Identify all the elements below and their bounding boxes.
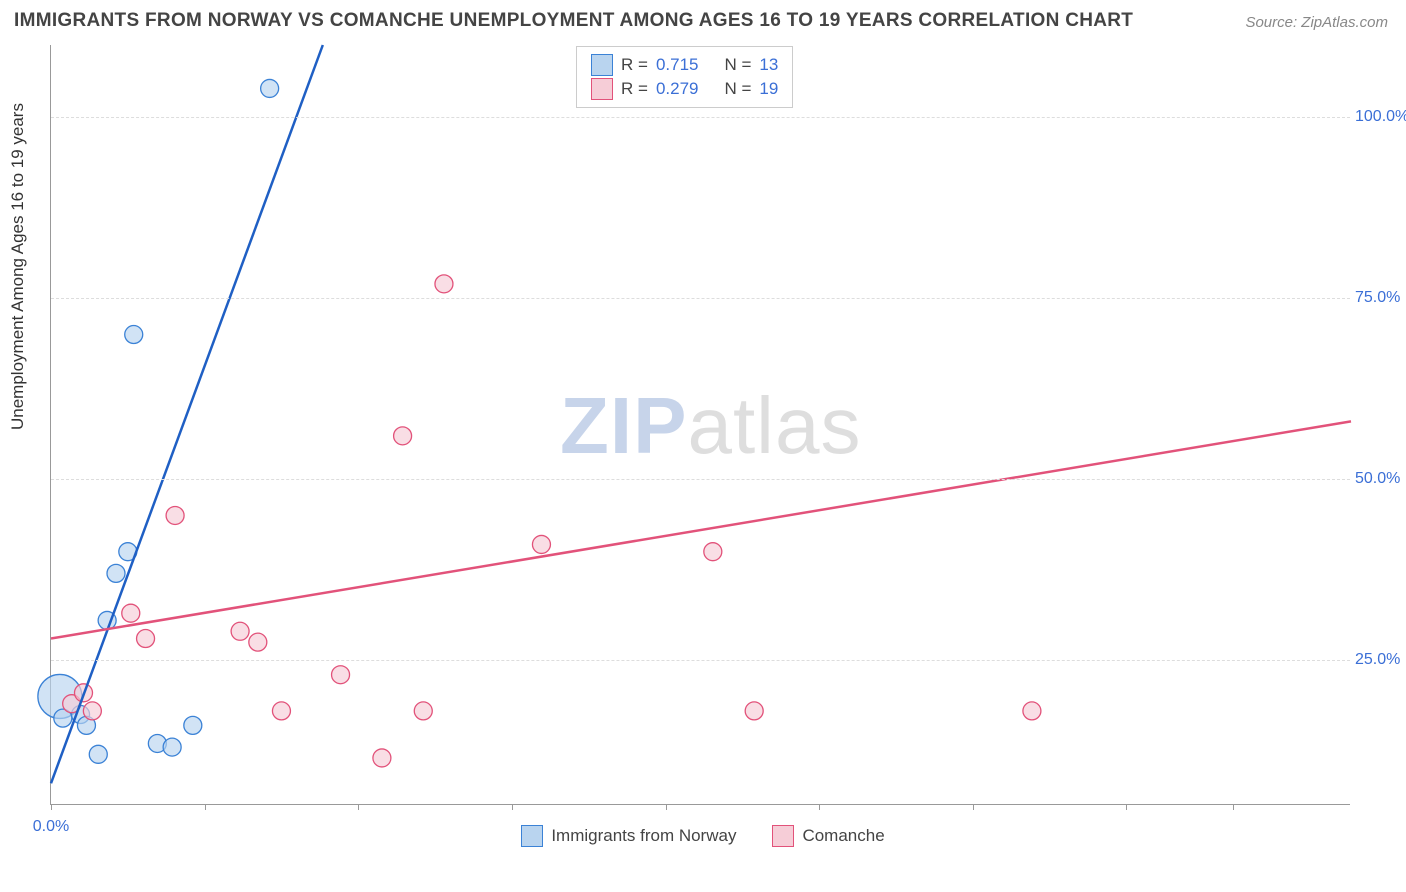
legend-n-value: 19 bbox=[759, 77, 778, 101]
chart-container: IMMIGRANTS FROM NORWAY VS COMANCHE UNEMP… bbox=[0, 0, 1406, 892]
legend-r-value: 0.715 bbox=[656, 53, 699, 77]
legend-stats: R = 0.715 N = 13 R = 0.279 N = 19 bbox=[576, 46, 793, 108]
y-tick-label: 100.0% bbox=[1355, 108, 1406, 126]
gridline bbox=[51, 479, 1350, 480]
data-point bbox=[89, 745, 107, 763]
trend-line bbox=[51, 421, 1351, 638]
data-point bbox=[532, 535, 550, 553]
gridline bbox=[51, 298, 1350, 299]
x-tick bbox=[358, 804, 359, 810]
data-point bbox=[373, 749, 391, 767]
legend-swatch bbox=[591, 78, 613, 100]
data-point bbox=[137, 630, 155, 648]
legend-swatch bbox=[772, 825, 794, 847]
legend-swatch bbox=[521, 825, 543, 847]
legend-n-label: N = bbox=[724, 77, 751, 101]
y-axis-label: Unemployment Among Ages 16 to 19 years bbox=[8, 103, 28, 430]
y-tick-label: 25.0% bbox=[1355, 651, 1406, 669]
legend-stat-row: R = 0.279 N = 19 bbox=[591, 77, 778, 101]
data-point bbox=[249, 633, 267, 651]
data-point bbox=[1023, 702, 1041, 720]
data-point bbox=[184, 716, 202, 734]
legend-n-value: 13 bbox=[759, 53, 778, 77]
data-point bbox=[704, 543, 722, 561]
legend-r-value: 0.279 bbox=[656, 77, 699, 101]
legend-series-label: Immigrants from Norway bbox=[551, 826, 736, 846]
gridline bbox=[51, 660, 1350, 661]
legend-stat-row: R = 0.715 N = 13 bbox=[591, 53, 778, 77]
legend-r-label: R = bbox=[621, 53, 648, 77]
data-point bbox=[394, 427, 412, 445]
data-point bbox=[122, 604, 140, 622]
legend-series-item: Comanche bbox=[772, 825, 884, 847]
data-point bbox=[83, 702, 101, 720]
gridline bbox=[51, 117, 1350, 118]
data-point bbox=[107, 564, 125, 582]
x-tick bbox=[666, 804, 667, 810]
legend-series-item: Immigrants from Norway bbox=[521, 825, 736, 847]
data-point bbox=[261, 79, 279, 97]
data-point bbox=[745, 702, 763, 720]
x-tick bbox=[1233, 804, 1234, 810]
data-point bbox=[166, 506, 184, 524]
plot-svg bbox=[51, 45, 1350, 804]
y-tick-label: 50.0% bbox=[1355, 470, 1406, 488]
y-tick-label: 75.0% bbox=[1355, 289, 1406, 307]
legend-series-label: Comanche bbox=[802, 826, 884, 846]
data-point bbox=[125, 326, 143, 344]
plot-area: 25.0%50.0%75.0%100.0%0.0% bbox=[50, 45, 1350, 805]
legend-swatch bbox=[591, 54, 613, 76]
trend-line bbox=[51, 45, 323, 783]
data-point bbox=[332, 666, 350, 684]
x-tick bbox=[512, 804, 513, 810]
data-point bbox=[163, 738, 181, 756]
legend-n-label: N = bbox=[724, 53, 751, 77]
x-tick bbox=[51, 804, 52, 810]
legend-series: Immigrants from Norway Comanche bbox=[0, 825, 1406, 852]
x-tick bbox=[819, 804, 820, 810]
source-credit: Source: ZipAtlas.com bbox=[1245, 14, 1388, 31]
data-point bbox=[231, 622, 249, 640]
x-tick bbox=[205, 804, 206, 810]
data-point bbox=[414, 702, 432, 720]
x-tick bbox=[1126, 804, 1127, 810]
legend-r-label: R = bbox=[621, 77, 648, 101]
x-tick bbox=[973, 804, 974, 810]
data-point bbox=[435, 275, 453, 293]
chart-title: IMMIGRANTS FROM NORWAY VS COMANCHE UNEMP… bbox=[14, 10, 1133, 32]
data-point bbox=[272, 702, 290, 720]
